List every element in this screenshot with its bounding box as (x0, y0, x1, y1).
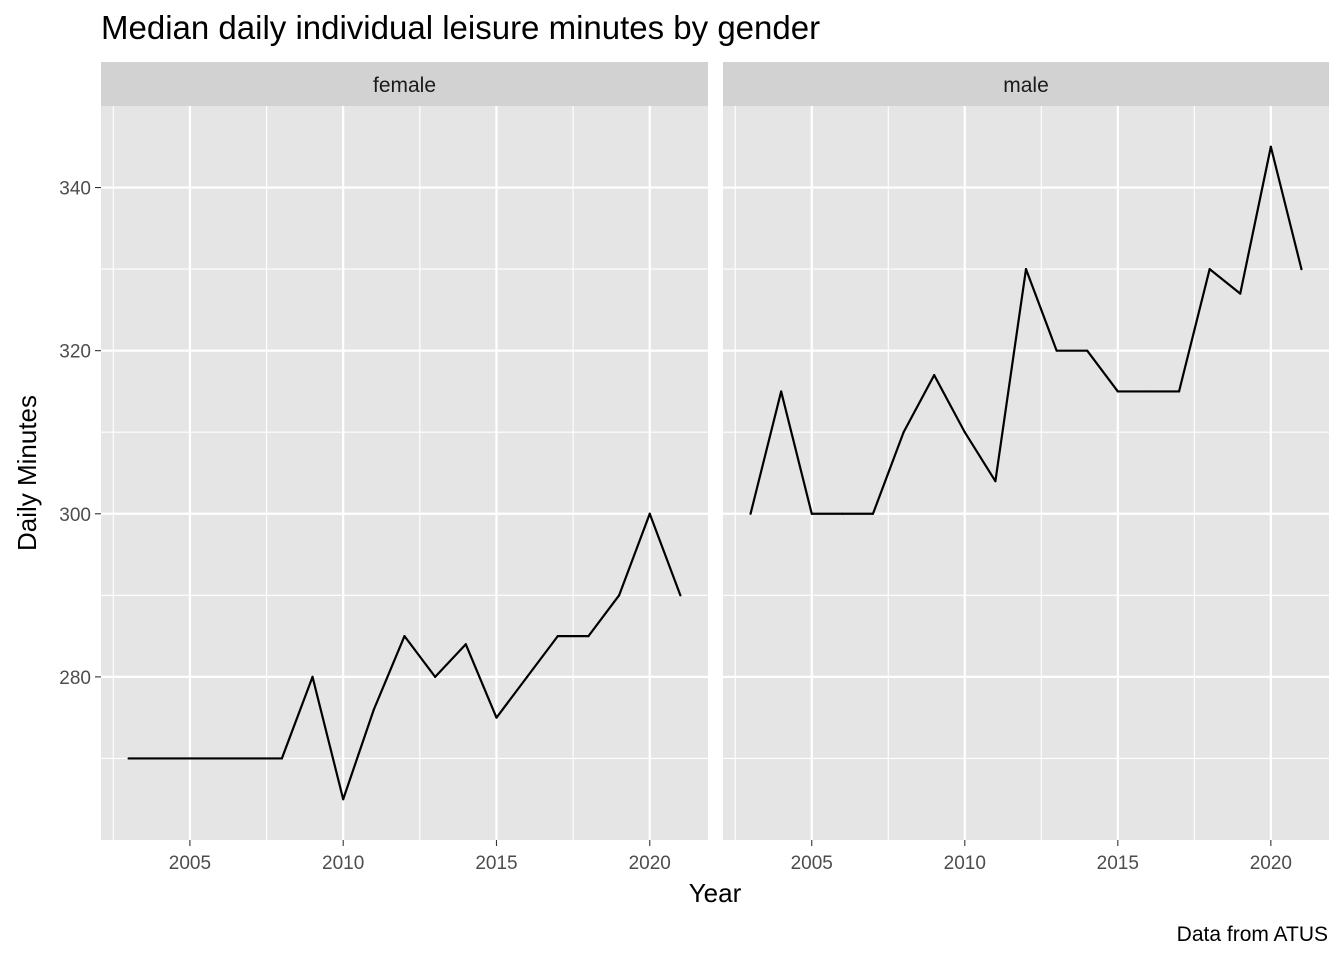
data-point-female-2010 (342, 798, 345, 801)
x-tick-label: 2010 (944, 853, 986, 874)
data-point-female-2005 (188, 757, 192, 760)
data-point-male-2013 (1055, 349, 1058, 352)
x-tick-label: 2005 (169, 853, 211, 874)
y-tick-label: 320 (59, 342, 91, 363)
data-point-male-2012 (1024, 268, 1028, 271)
x-tick-label: 2010 (322, 853, 364, 874)
data-point-male-2009 (933, 374, 936, 377)
panel-background-female (101, 106, 708, 840)
data-point-female-2016 (526, 675, 529, 678)
data-point-female-2009 (311, 675, 314, 678)
data-point-female-2021 (679, 594, 682, 597)
x-tick-label: 2005 (791, 853, 833, 874)
data-point-male-2016 (1147, 390, 1150, 393)
data-point-male-2011 (994, 480, 997, 483)
data-point-female-2006 (219, 757, 222, 760)
data-point-male-2018 (1208, 268, 1211, 271)
data-point-female-2007 (250, 757, 253, 760)
data-point-female-2014 (464, 643, 467, 646)
data-point-female-2020 (648, 512, 651, 515)
y-tick-label: 340 (59, 179, 91, 200)
y-tick-label: 300 (59, 505, 91, 526)
data-point-male-2021 (1300, 268, 1303, 271)
data-point-female-2008 (280, 757, 283, 760)
data-point-male-2017 (1177, 390, 1181, 393)
strip-label-female: female (373, 74, 436, 97)
data-point-female-2011 (372, 708, 375, 711)
x-tick-label: 2015 (475, 853, 517, 874)
x-tick-label: 2020 (1250, 853, 1292, 874)
y-axis-title: Daily Minutes (12, 395, 42, 551)
data-point-male-2019 (1239, 292, 1242, 295)
data-point-male-2010 (963, 431, 966, 434)
data-point-female-2012 (403, 635, 406, 638)
strip-background-male (723, 62, 1329, 106)
x-axis-title: Year (689, 878, 742, 908)
data-point-male-2004 (780, 390, 783, 393)
strip-background-female (101, 62, 708, 106)
data-point-female-2017 (556, 635, 559, 638)
data-point-male-2015 (1116, 390, 1119, 393)
chart-caption: Data from ATUS (1177, 923, 1328, 946)
facet-panel-male: male 2005 2010 2015 2020 (723, 62, 1329, 874)
data-point-male-2006 (841, 512, 844, 515)
facet-panel-female: female 2005 2010 2015 2020 280 300 320 340 (59, 62, 708, 874)
data-point-female-2019 (617, 594, 621, 597)
data-point-female-2018 (587, 635, 590, 638)
x-tick-label: 2015 (1097, 853, 1139, 874)
data-point-female-2013 (434, 675, 437, 678)
data-point-female-2004 (158, 757, 161, 760)
strip-label-male: male (1003, 74, 1049, 97)
facet-panels: female 2005 2010 2015 2020 280 300 320 340 male 20… (59, 62, 1329, 874)
panel-background-male (723, 106, 1329, 840)
y-tick-label: 280 (59, 668, 91, 689)
data-point-female-2003 (127, 757, 130, 760)
data-point-male-2014 (1086, 349, 1089, 352)
data-point-male-2005 (810, 512, 813, 515)
x-tick-label: 2020 (629, 853, 671, 874)
data-point-male-2007 (871, 512, 875, 515)
data-point-female-2015 (495, 716, 498, 719)
data-point-male-2003 (749, 512, 752, 515)
data-point-male-2008 (902, 431, 905, 434)
data-point-male-2020 (1269, 145, 1272, 148)
chart-title: Median daily individual leisure minutes … (101, 9, 820, 46)
